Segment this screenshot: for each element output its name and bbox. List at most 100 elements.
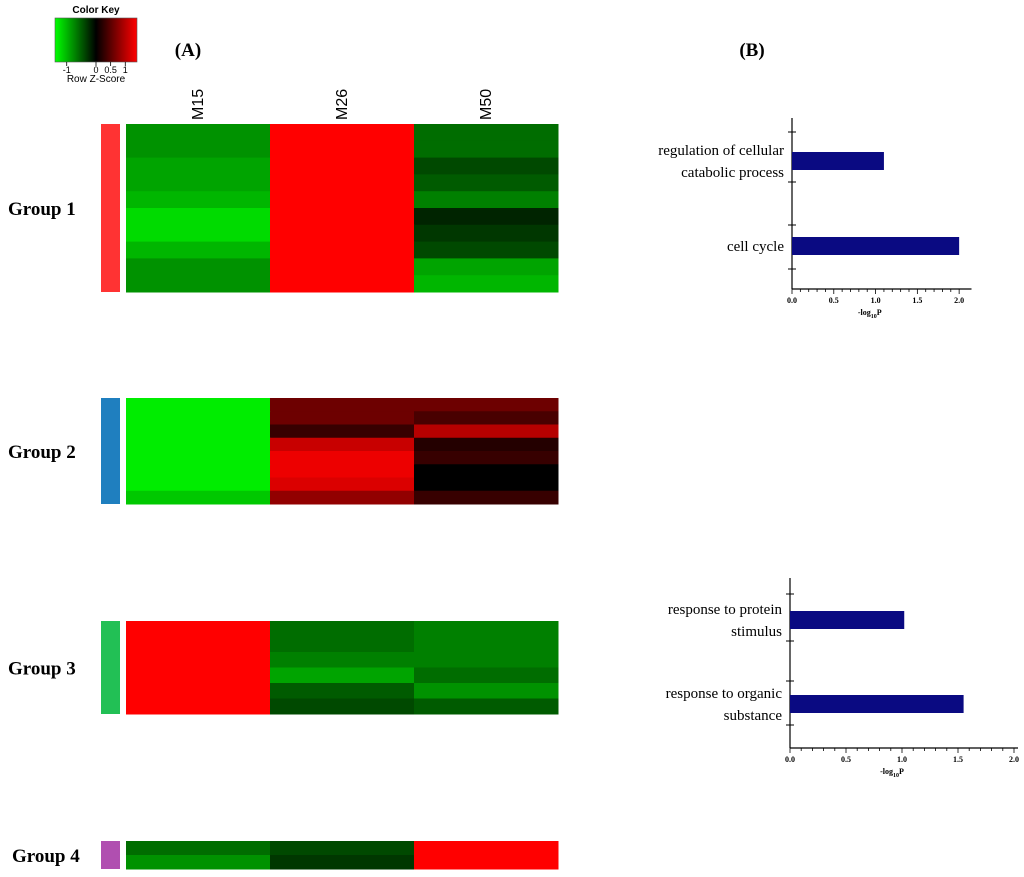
heatmap-cell — [414, 174, 559, 192]
heatmap-cell — [126, 437, 271, 452]
heatmap-cell — [126, 258, 271, 276]
heatmap-cell — [126, 140, 271, 159]
heatmap-cell — [414, 477, 559, 492]
heatmap-cell — [414, 451, 559, 465]
heatmap-group-3: Group 3 — [8, 621, 559, 715]
category-label-response-to-organic-substance: response to organic substance — [666, 686, 783, 724]
heatmap-cell — [414, 191, 559, 209]
heatmap-cell — [126, 424, 271, 439]
heatmap-group-2: Group 2 — [8, 398, 559, 505]
bar-regulation-of-cellular-catabolic-process — [792, 152, 884, 170]
x-axis-label: -log10P — [880, 767, 904, 779]
x-axis-label-tail: P — [877, 308, 882, 317]
heatmap-cell — [270, 621, 415, 637]
category-label-regulation-of-cellular-catabolic-process: regulation of cellular catabolic process — [658, 143, 784, 181]
heatmap-cell — [270, 698, 415, 715]
heatmap-group-4: Group 4 — [12, 841, 559, 870]
heatmap-cell — [126, 464, 271, 478]
heatmap-cell — [414, 841, 559, 856]
group-label: Group 1 — [8, 199, 76, 220]
heatmap-cell — [414, 124, 559, 142]
x-tick-label: 0.5 — [841, 755, 851, 764]
heatmap-cell — [414, 667, 559, 684]
color-key-tick-label: -1 — [63, 65, 71, 75]
x-axis-label-main: -log — [858, 308, 871, 317]
heatmap-cell — [126, 411, 271, 425]
bar-cell-cycle — [792, 237, 960, 255]
heatmap-cell — [414, 224, 559, 243]
heatmap-cell — [270, 258, 415, 276]
x-tick-label: 0.5 — [829, 296, 839, 305]
heatmap-cell — [126, 191, 271, 209]
heatmap-cell — [414, 208, 559, 226]
heatmap-cell — [270, 667, 415, 684]
x-tick-label: 1.0 — [871, 296, 881, 305]
category-label-line: response to organic — [666, 686, 783, 702]
column-label-m15: M15 — [190, 89, 207, 120]
x-axis-label-tail: P — [899, 767, 904, 776]
heatmap-cell — [270, 124, 415, 142]
group-side-color-bar — [101, 124, 120, 292]
heatmap-cell — [414, 411, 559, 425]
heatmap-cell — [270, 411, 415, 425]
category-label-line: response to protein — [668, 602, 783, 618]
heatmap-cell — [270, 157, 415, 175]
color-key-ticks: -1 0 0.5 1 — [63, 62, 128, 75]
heatmap-cell — [270, 224, 415, 243]
heatmap-cell — [126, 698, 271, 715]
heatmap-cell — [126, 241, 271, 259]
heatmap-cell — [270, 464, 415, 478]
heatmap-cell — [414, 241, 559, 259]
heatmap-cell — [126, 683, 271, 699]
heatmap-cell — [414, 157, 559, 175]
heatmap-cell — [414, 398, 559, 412]
heatmap-cell — [270, 490, 415, 505]
heatmap-cell — [270, 191, 415, 209]
group-label: Group 4 — [12, 846, 80, 867]
heatmap-cell — [126, 490, 271, 505]
heatmap-cell — [270, 437, 415, 452]
heatmap-cell — [270, 477, 415, 492]
heatmap-cell — [126, 667, 271, 684]
heatmap-cell — [414, 140, 559, 159]
bar-response-to-organic-substance — [790, 695, 964, 713]
x-tick-label: 2.0 — [954, 296, 964, 305]
heatmap-group-1: Group 1 — [8, 124, 559, 293]
group-side-color-bar — [101, 398, 120, 504]
color-key-tick-label: 0.5 — [104, 65, 117, 75]
heatmap-cell — [270, 275, 415, 293]
group-label: Group 3 — [8, 659, 76, 680]
column-label-m26: M26 — [334, 89, 351, 120]
heatmap-cell — [414, 636, 559, 653]
heatmap-cell — [270, 451, 415, 465]
heatmap-cell — [414, 275, 559, 293]
heatmap-cell — [414, 258, 559, 276]
category-label-line: catabolic process — [681, 165, 784, 181]
group-side-color-bar — [101, 621, 120, 714]
heatmap-cell — [126, 208, 271, 226]
heatmap-cell — [414, 490, 559, 505]
heatmap-cell — [126, 451, 271, 465]
x-tick-label: 1.5 — [912, 296, 922, 305]
heatmap-cell — [126, 398, 271, 412]
heatmap-cell — [126, 124, 271, 142]
heatmap-cell — [414, 424, 559, 439]
heatmap-cell — [414, 855, 559, 870]
heatmap-cell — [126, 652, 271, 668]
heatmap-cell — [126, 275, 271, 293]
heatmap-cell — [126, 621, 271, 637]
x-tick-label: 1.5 — [953, 755, 963, 764]
heatmap-cell — [126, 636, 271, 653]
color-key-gradient — [54, 17, 138, 63]
panel-label-b: (B) — [739, 40, 764, 61]
heatmap-cell — [270, 841, 415, 856]
heatmap-cell — [126, 841, 271, 856]
x-tick-label: 0.0 — [785, 755, 795, 764]
heatmap-cell — [414, 698, 559, 715]
heatmap-cell — [126, 855, 271, 870]
x-tick-label: 1.0 — [897, 755, 907, 764]
group-label: Group 2 — [8, 442, 76, 463]
heatmap-cell — [126, 224, 271, 243]
